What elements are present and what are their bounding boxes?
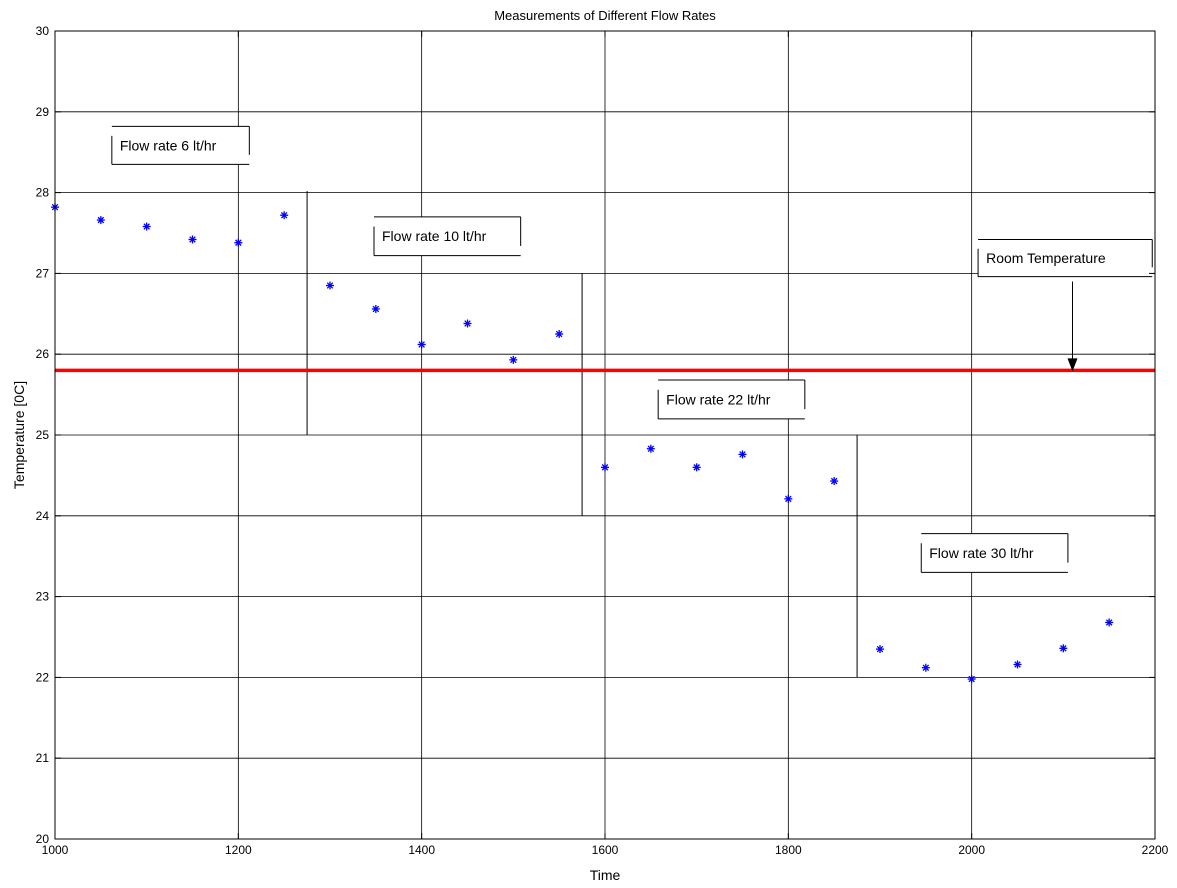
x-tick-label: 1200 — [225, 843, 252, 857]
data-point — [234, 238, 243, 247]
x-tick-label: 1000 — [42, 843, 69, 857]
marker-stroke — [830, 477, 838, 485]
marker-stroke — [143, 223, 150, 230]
marker-stroke — [785, 495, 792, 503]
annotation-bg — [111, 126, 250, 165]
axis-ticks: 1000 1200 1400 1600 1800 2000 2200 20 21 22 23 24 25… — [36, 24, 1169, 857]
marker-stroke — [739, 451, 746, 458]
data-point — [601, 463, 609, 472]
data-point — [280, 211, 289, 220]
data-points — [51, 203, 1114, 684]
data-point — [417, 340, 426, 349]
annotation-boxes: Flow rate 6 lt/hr Flow rate 10 lt/hr Flow … — [111, 125, 1153, 573]
data-point — [1059, 644, 1068, 653]
x-tick-label: 2000 — [958, 843, 985, 857]
data-point — [921, 663, 930, 672]
data-point — [830, 477, 839, 486]
annotation-bg — [978, 239, 1153, 277]
marker-stroke — [693, 464, 700, 471]
data-point — [876, 645, 884, 654]
annotation-label: Flow rate 22 lt/hr — [666, 391, 771, 407]
y-tick-label: 20 — [36, 832, 50, 846]
marker-stroke — [601, 464, 609, 471]
data-point — [1105, 618, 1114, 627]
annotation-bg — [921, 533, 1068, 573]
data-point — [96, 216, 105, 225]
marker-stroke — [1014, 661, 1021, 668]
data-point — [142, 222, 151, 231]
annotation-bg — [658, 380, 805, 419]
annotation-bg — [374, 216, 521, 256]
marker-stroke — [876, 645, 884, 653]
annotation-label: Room Temperature — [986, 250, 1106, 266]
data-point — [463, 319, 472, 328]
annotation: Flow rate 10 lt/hr — [373, 216, 522, 257]
data-point — [188, 235, 197, 244]
chart-title: Measurements of Different Flow Rates — [494, 8, 716, 23]
data-point — [509, 355, 518, 364]
x-tick-label: 1400 — [408, 843, 435, 857]
room-temperature-line — [55, 281, 1155, 373]
marker-stroke — [464, 320, 471, 327]
data-point — [738, 450, 747, 459]
marker-stroke — [510, 356, 517, 364]
data-point — [784, 494, 793, 503]
marker-stroke — [1105, 619, 1113, 626]
data-point — [326, 281, 334, 290]
data-point — [646, 444, 655, 453]
annotation: Room Temperature — [977, 238, 1153, 278]
y-tick-label: 23 — [36, 590, 50, 604]
annotation: Flow rate 30 lt/hr — [920, 533, 1069, 573]
marker-stroke — [968, 675, 975, 683]
marker-stroke — [922, 664, 930, 671]
y-tick-label: 24 — [36, 509, 50, 523]
x-tick-label: 1600 — [592, 843, 619, 857]
y-tick-label: 30 — [36, 24, 50, 38]
annotation-label: Flow rate 10 lt/hr — [382, 228, 487, 244]
y-tick-label: 27 — [36, 266, 50, 280]
annotation-label: Flow rate 6 lt/hr — [120, 137, 217, 153]
flow-rate-dividers — [306, 190, 858, 678]
arrow-head — [1067, 358, 1078, 372]
marker-stroke — [372, 305, 380, 313]
marker-stroke — [647, 445, 655, 452]
annotation-label: Flow rate 30 lt/hr — [929, 545, 1034, 561]
annotation: Flow rate 6 lt/hr — [111, 125, 250, 165]
marker-stroke — [326, 282, 334, 289]
y-tick-label: 29 — [36, 105, 50, 119]
marker-stroke — [235, 239, 242, 246]
y-tick-label: 26 — [36, 347, 50, 361]
data-point — [371, 304, 380, 313]
data-point — [692, 463, 701, 472]
marker-stroke — [280, 211, 288, 219]
y-tick-label: 21 — [36, 751, 50, 765]
data-point — [967, 675, 976, 684]
marker-stroke — [1060, 645, 1067, 652]
x-tick-label: 1800 — [775, 843, 802, 857]
y-tick-label: 28 — [36, 186, 50, 200]
data-point — [1013, 660, 1022, 669]
annotation: Flow rate 22 lt/hr — [657, 379, 806, 420]
x-axis-label: Time — [590, 867, 621, 883]
marker-stroke — [418, 341, 425, 348]
marker-stroke — [555, 330, 563, 338]
y-axis-label: Temperature [0C] — [11, 381, 27, 489]
y-tick-label: 22 — [36, 670, 50, 684]
y-tick-label: 25 — [36, 428, 50, 442]
x-tick-label: 2200 — [1142, 843, 1169, 857]
data-point — [555, 330, 564, 338]
marker-stroke — [189, 236, 196, 243]
marker-stroke — [97, 216, 105, 224]
